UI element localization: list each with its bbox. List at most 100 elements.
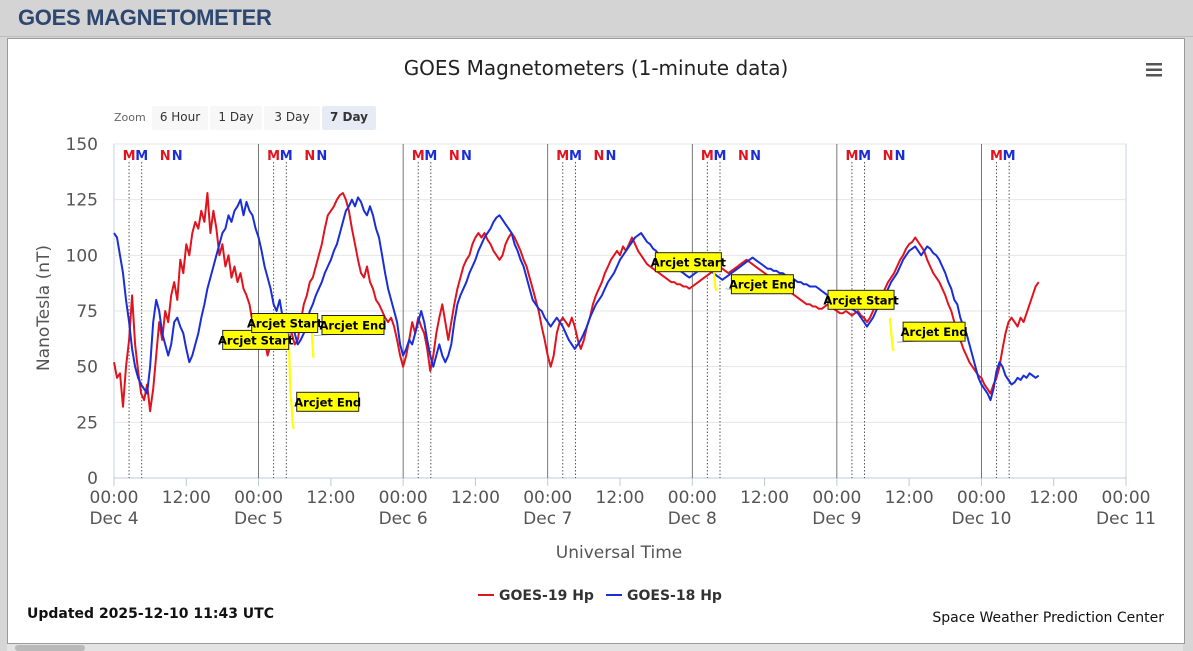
data-series <box>113 192 1040 413</box>
x-tick-date: Dec 8 <box>668 509 717 529</box>
zoom-button-1-day[interactable]: 1 Day <box>210 106 262 130</box>
arcjet-flag-label: Arcjet End <box>901 325 968 339</box>
zoom-button-7-day[interactable]: 7 Day <box>322 106 376 130</box>
zoom-button-6-hour[interactable]: 6 Hour <box>152 106 208 130</box>
scrollbar-thumb[interactable] <box>15 645 85 651</box>
arcjet-flag: Arcjet End <box>313 314 387 336</box>
arcjet-flag: Arcjet Start <box>247 312 323 336</box>
marker-label-n: N <box>461 149 472 164</box>
credit-text: Space Weather Prediction Center <box>932 610 1164 626</box>
zoom-button-3-day[interactable]: 3 Day <box>264 106 320 130</box>
y-tick-label: 25 <box>76 413 98 433</box>
y-tick-label: 100 <box>66 246 98 266</box>
marker-label-m: M <box>123 149 136 164</box>
marker-label-n: N <box>606 149 617 164</box>
x-tick-time: 12:00 <box>162 488 211 508</box>
x-tick-date: Dec 4 <box>89 509 138 529</box>
x-tick-date: Dec 5 <box>234 509 283 529</box>
legend-item[interactable]: GOES-18 Hp <box>606 588 722 604</box>
marker-label-m: M <box>556 149 569 164</box>
marker-label-n: N <box>883 149 894 164</box>
x-tick-time: 12:00 <box>885 488 934 508</box>
hamburger-menu-icon[interactable] <box>1140 58 1168 82</box>
x-tick-time: 12:00 <box>596 488 645 508</box>
x-tick-time: 00:00 <box>379 488 428 508</box>
updated-timestamp: Updated 2025-12-10 11:43 UTC <box>27 606 274 622</box>
arcjet-flag-label: Arcjet End <box>320 318 387 332</box>
arcjet-flag-label: Arcjet End <box>294 395 361 409</box>
x-tick-time: 00:00 <box>90 488 139 508</box>
x-tick-date: Dec 10 <box>951 509 1011 529</box>
marker-label-m: M <box>858 149 871 164</box>
arcjet-flag-box <box>654 252 722 273</box>
y-tick-label: 50 <box>76 358 98 378</box>
arcjet-flag: Arcjet Start <box>651 252 727 273</box>
marker-label-n: N <box>316 149 327 164</box>
y-tick-label: 125 <box>66 191 98 211</box>
marker-label-m: M <box>267 149 280 164</box>
page-header: GOES MAGNETOMETER <box>0 0 1193 37</box>
chart-grid <box>113 143 1127 479</box>
y-tick-label: 0 <box>87 469 98 489</box>
x-tick-time: 12:00 <box>451 488 500 508</box>
arcjet-segment <box>888 317 895 352</box>
legend-item[interactable]: GOES-19 Hp <box>478 588 594 604</box>
arcjet-flag-label: Arcjet Start <box>823 293 899 307</box>
legend-label: GOES-18 Hp <box>627 588 722 604</box>
arcjet-flag: Arcjet End <box>294 391 361 412</box>
arcjet-flag-label: Arcjet Start <box>651 256 727 270</box>
arcjet-flag-box <box>827 289 895 310</box>
marker-label-n: N <box>172 149 183 164</box>
x-tick-time: 00:00 <box>1102 488 1151 508</box>
horizontal-scrollbar[interactable] <box>7 644 1183 651</box>
x-axis-title: Universal Time <box>556 543 682 563</box>
y-axis-ticks: 0 25 50 75 100 125 150 <box>66 135 98 489</box>
arcjet-flag-box <box>251 312 319 333</box>
legend-label: GOES-19 Hp <box>499 588 594 604</box>
x-tick-time: 12:00 <box>740 488 789 508</box>
zoom-button-bg <box>210 106 262 130</box>
x-tick-time: 00:00 <box>957 488 1006 508</box>
marker-label-m: M <box>424 149 437 164</box>
page-title: GOES MAGNETOMETER <box>18 5 272 30</box>
x-tick-time: 00:00 <box>668 488 717 508</box>
zoom-button-label: 7 Day <box>330 110 368 124</box>
marker-label-n: N <box>304 149 315 164</box>
arcjet-flag: Arcjet Start <box>823 289 899 310</box>
marker-label-m: M <box>845 149 858 164</box>
arcjet-flag-box <box>730 274 794 295</box>
marker-label-m: M <box>714 149 727 164</box>
marker-label-m: M <box>569 149 582 164</box>
marker-label-n: N <box>750 149 761 164</box>
goes-18-hp-line <box>113 196 1040 402</box>
y-tick-label: 75 <box>76 302 98 322</box>
y-axis-title: NanoTesla (nT) <box>34 245 54 371</box>
zoom-button-label: 3 Day <box>274 110 309 124</box>
zoom-buttons: 6 Hour 1 Day 3 Day 7 Day <box>152 106 376 130</box>
zoom-button-label: 6 Hour <box>160 110 200 124</box>
y-tick-label: 150 <box>66 135 98 155</box>
arcjet-flag: Arcjet End <box>725 274 796 295</box>
x-tick-date: Dec 11 <box>1096 509 1156 529</box>
zoom-button-label: 1 Day <box>218 110 253 124</box>
zoom-button-bg <box>152 106 208 130</box>
x-tick-date: Dec 7 <box>523 509 572 529</box>
x-tick-time: 00:00 <box>812 488 861 508</box>
marker-label-m: M <box>412 149 425 164</box>
x-tick-time: 00:00 <box>523 488 572 508</box>
marker-label-m: M <box>701 149 714 164</box>
arcjet-flag-label: Arcjet Start <box>218 333 294 347</box>
marker-label-n: N <box>895 149 906 164</box>
marker-label-n: N <box>593 149 604 164</box>
marker-label-n: N <box>449 149 460 164</box>
arcjet-segment <box>287 337 295 430</box>
marker-label-m: M <box>135 149 148 164</box>
chart-title: GOES Magnetometers (1-minute data) <box>404 56 789 80</box>
arcjet-flag-box <box>321 314 385 335</box>
zoom-button-bg <box>264 106 320 130</box>
chart-legend: GOES-19 Hp GOES-18 Hp <box>478 588 722 604</box>
